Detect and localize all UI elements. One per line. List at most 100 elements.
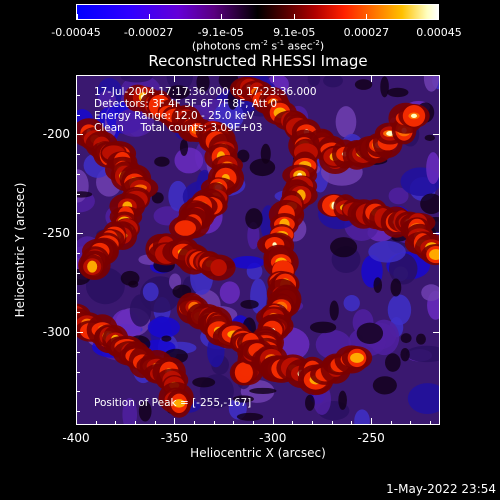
noise-blob xyxy=(426,152,439,185)
dark-gap xyxy=(196,76,210,93)
noise-blob xyxy=(142,282,159,302)
noise-blob xyxy=(387,294,412,326)
colorbar-tick-label: 0.00027 xyxy=(343,26,390,39)
colorbar-tick xyxy=(77,14,78,19)
dark-gap xyxy=(128,280,139,288)
y-minor-tick xyxy=(76,312,80,314)
y-minor-tick xyxy=(76,252,80,254)
dark-gap xyxy=(330,237,358,258)
x-minor-tick xyxy=(410,421,412,425)
y-minor-tick xyxy=(76,411,80,413)
y-minor-tick xyxy=(76,173,80,175)
colorbar-units: (photons cm-2 s-1 asec-2) xyxy=(191,39,325,53)
y-tick-label: -250 xyxy=(42,226,70,241)
noise-blob xyxy=(174,147,204,174)
noise-blob xyxy=(129,294,152,327)
y-tick-left xyxy=(76,332,83,334)
colorbar-tick-label: -0.00045 xyxy=(51,26,101,39)
x-tick-top xyxy=(174,75,176,82)
y-minor-tick xyxy=(76,272,80,274)
y-minor-tick xyxy=(76,391,80,393)
info-energy-range: Energy Range: 12.0 - 25.0 keV xyxy=(94,110,255,122)
noise-blob xyxy=(323,76,343,88)
dark-gap xyxy=(151,192,164,204)
colorbar-tick xyxy=(294,14,295,19)
colorbar-tick-label: -0.00027 xyxy=(123,26,174,39)
colorbar-tick-label: 9.1e-05 xyxy=(273,26,316,39)
y-tick-right xyxy=(433,134,440,136)
emission-core xyxy=(350,352,364,363)
dark-gap xyxy=(192,377,216,388)
colorbar-tick xyxy=(220,14,222,19)
noise-blob xyxy=(147,316,181,338)
dark-gap xyxy=(240,299,259,309)
dark-gap xyxy=(372,376,397,395)
colorbar-tick-label: -9.1e-05 xyxy=(197,26,244,39)
colorbar-tick xyxy=(149,14,151,19)
dark-gap xyxy=(420,193,439,215)
dark-gap xyxy=(245,208,263,230)
dark-gap xyxy=(416,333,426,345)
x-minor-tick xyxy=(95,421,97,425)
emission-core xyxy=(429,249,439,260)
emission-peak xyxy=(410,113,418,119)
x-tick-top xyxy=(76,75,77,82)
y-tick-label: -300 xyxy=(42,325,70,340)
emission-core xyxy=(87,260,98,273)
dark-gap xyxy=(138,401,152,422)
x-tick-top xyxy=(272,75,274,82)
dark-gap xyxy=(380,76,389,98)
x-tick-label: -250 xyxy=(357,431,385,445)
dark-gap xyxy=(249,158,276,177)
x-tick-bottom xyxy=(76,418,77,425)
x-tick-bottom xyxy=(174,418,176,425)
dark-gap xyxy=(77,191,93,198)
noise-blob xyxy=(343,295,360,312)
x-minor-tick xyxy=(233,421,235,425)
x-minor-tick xyxy=(292,421,294,425)
dark-gap xyxy=(236,149,250,163)
noise-blob xyxy=(168,180,188,212)
noise-blob xyxy=(423,76,439,92)
noise-blob xyxy=(368,240,406,263)
info-detectors: Detectors: 3F 4F 5F 6F 7F 8F, Att 0 xyxy=(94,98,278,110)
y-minor-tick xyxy=(76,94,80,96)
dark-gap xyxy=(179,139,189,156)
dark-gap xyxy=(373,277,383,293)
y-tick-left xyxy=(76,134,83,136)
dark-gap xyxy=(232,395,255,403)
x-minor-tick xyxy=(430,421,432,425)
dark-gap xyxy=(338,390,347,410)
noise-blob xyxy=(219,281,240,304)
noise-blob xyxy=(98,90,116,110)
y-minor-tick xyxy=(76,351,80,353)
y-minor-tick xyxy=(76,114,80,116)
x-tick-label: -300 xyxy=(259,431,287,445)
y-tick-label: -200 xyxy=(42,127,70,142)
x-tick-label: -350 xyxy=(160,431,188,445)
x-minor-tick xyxy=(351,421,353,425)
noise-blob xyxy=(405,345,439,363)
emission-mid xyxy=(234,362,253,383)
noise-blob xyxy=(407,383,439,415)
dark-gap xyxy=(385,353,401,372)
y-minor-tick xyxy=(76,193,80,195)
dark-gap xyxy=(387,87,409,98)
colorbar-tick xyxy=(365,14,367,19)
emission-core xyxy=(172,399,186,408)
noise-blob xyxy=(122,397,138,424)
dark-gap xyxy=(390,278,402,297)
dark-gap xyxy=(305,394,315,411)
y-minor-tick xyxy=(76,213,80,215)
colorbar-tick xyxy=(438,14,439,19)
rhessi-image xyxy=(77,76,439,424)
y-axis-label: Heliocentric Y (arcsec) xyxy=(13,182,27,318)
x-axis-label: Heliocentric X (arcsec) xyxy=(190,446,326,460)
dark-gap xyxy=(424,134,436,141)
noise-blob xyxy=(421,284,439,302)
y-minor-tick xyxy=(76,292,80,294)
dark-gap xyxy=(329,300,339,321)
dark-gap xyxy=(400,333,412,344)
plot-title: Reconstructed RHESSI Image xyxy=(148,52,368,70)
dark-gap xyxy=(356,322,384,344)
